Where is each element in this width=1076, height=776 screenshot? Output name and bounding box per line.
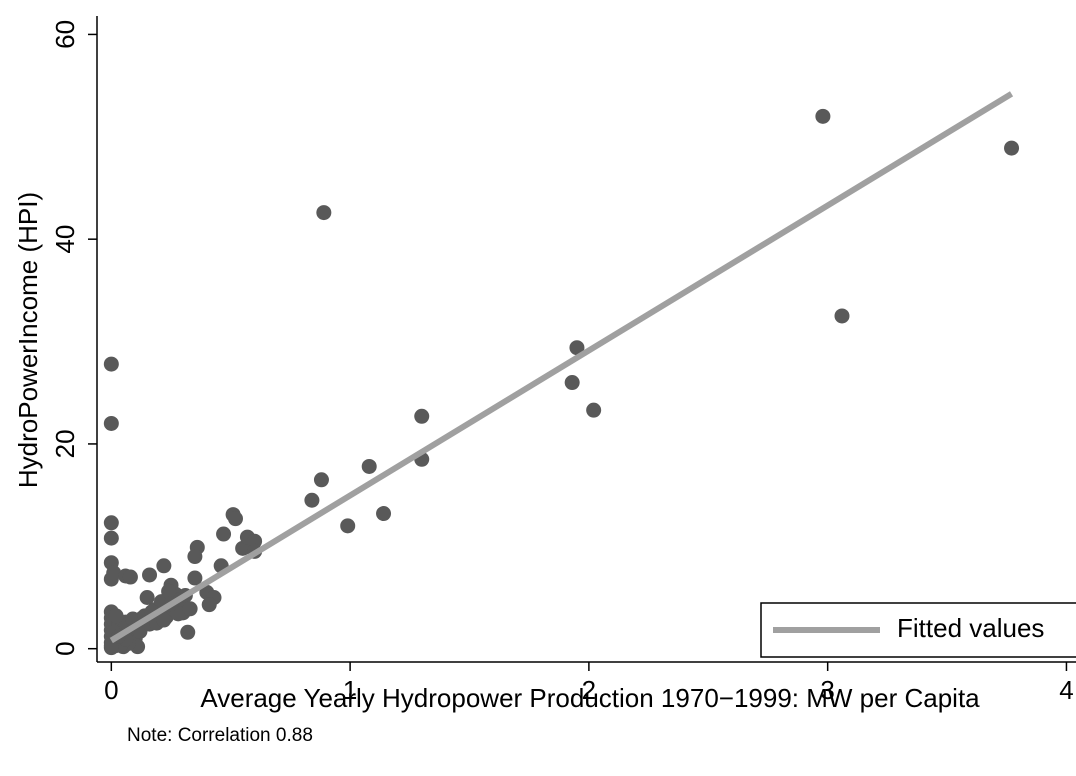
point	[180, 624, 196, 640]
point	[304, 492, 320, 508]
point	[103, 515, 119, 531]
point	[103, 415, 119, 431]
point	[156, 612, 172, 628]
point	[139, 590, 155, 606]
point	[586, 402, 602, 418]
y-axis-title: HydroPowerIncome (HPI)	[13, 192, 43, 488]
point	[227, 511, 243, 527]
point	[414, 408, 430, 424]
x-tick-label: 3	[820, 675, 834, 705]
point	[235, 540, 251, 556]
y-tick-label: 20	[50, 429, 80, 458]
legend-label: Fitted values	[897, 613, 1044, 643]
fit-line	[109, 91, 1014, 644]
x-tick-label: 1	[343, 675, 357, 705]
point	[564, 375, 580, 391]
x-tick-label: 0	[104, 675, 118, 705]
point	[569, 340, 585, 356]
point	[103, 530, 119, 546]
point	[340, 518, 356, 534]
point	[156, 558, 172, 574]
point	[161, 583, 177, 599]
y-tick-label: 60	[50, 20, 80, 49]
point	[313, 472, 329, 488]
y-tick-label: 40	[50, 225, 80, 254]
point	[216, 526, 232, 542]
x-tick-label: 2	[582, 675, 596, 705]
point	[376, 506, 392, 522]
x-axis-title: Average Yearly Hydropower Production 197…	[200, 683, 980, 713]
point	[187, 570, 203, 586]
point	[187, 549, 203, 565]
point	[201, 597, 217, 613]
point	[815, 108, 831, 124]
point	[316, 205, 332, 221]
y-tick-label: 0	[50, 641, 80, 655]
point	[122, 569, 138, 585]
x-tick-label: 4	[1059, 675, 1073, 705]
note: Note: Correlation 0.88	[127, 725, 313, 746]
point	[108, 608, 124, 624]
point	[106, 565, 122, 581]
point	[182, 601, 198, 617]
point	[834, 308, 850, 324]
point	[1004, 140, 1020, 156]
point	[103, 356, 119, 372]
point	[361, 458, 377, 474]
point	[142, 567, 158, 583]
